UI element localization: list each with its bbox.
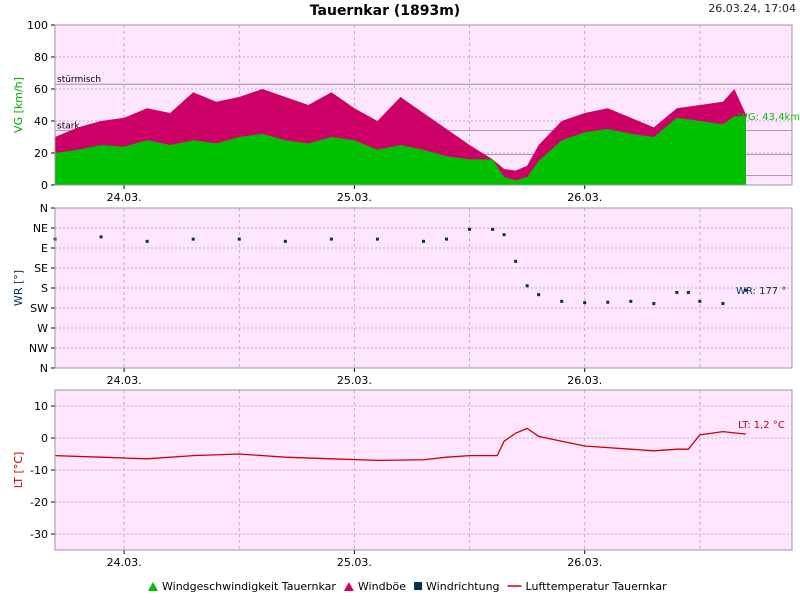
direction-point <box>675 290 679 294</box>
tick-label-x: 26.03. <box>567 556 602 569</box>
tick-label-y: 40 <box>34 115 48 128</box>
tick-label-x: 26.03. <box>567 191 602 204</box>
tick-label-y: 20 <box>34 147 48 160</box>
panel-frame <box>54 389 793 551</box>
direction-point <box>283 239 287 243</box>
direction-point <box>329 237 333 241</box>
chart-title: Tauernkar (1893m) <box>309 3 461 19</box>
legend-label: Windgeschwindigkeit Tauernkar <box>162 580 336 593</box>
chart-panel-1: 0 20 40 60 80 100 24.03. 25.03. 26.03. VG [km/h] s… <box>12 19 800 204</box>
direction-point <box>422 239 425 243</box>
tick-label-x: 24.03. <box>107 556 142 569</box>
tick-label-y: -20 <box>30 496 48 509</box>
direction-point <box>606 300 610 304</box>
legend-label: Lufttemperatur Tauernkar <box>526 580 668 593</box>
axis-label-y: VG [km/h] <box>12 77 25 133</box>
tick-label-y: 0 <box>41 179 48 192</box>
legend-marker <box>414 582 423 590</box>
timestamp: 26.03.24, 17:04 <box>708 2 796 15</box>
axis-label-y: LT [°C] <box>12 452 25 489</box>
direction-point <box>537 293 541 297</box>
direction-point <box>698 299 702 303</box>
direction-point <box>491 227 495 231</box>
current-value-label: WR: 177 ° <box>736 286 786 297</box>
direction-point <box>145 239 149 243</box>
direction-point <box>502 233 506 237</box>
tick-label-y: NW <box>29 342 48 355</box>
chart-panel-3: 10 0 -10 -20 -30 24.03. 25.03. 26.03. LT [°C] LT:… <box>12 389 793 569</box>
tick-label-y: W <box>37 322 48 335</box>
tick-label-y: 60 <box>34 83 48 96</box>
direction-point <box>191 237 195 241</box>
panel-frame <box>54 24 793 186</box>
legend: Windgeschwindigkeit Tauernkar Windböe Wind… <box>148 580 667 593</box>
direction-point <box>445 237 449 241</box>
direction-point <box>560 299 564 303</box>
zone-label: stürmisch <box>57 75 101 85</box>
direction-point <box>583 301 587 305</box>
tick-label-y: -30 <box>30 528 48 541</box>
direction-point <box>652 302 656 306</box>
direction-point <box>686 290 690 294</box>
direction-point <box>375 237 379 241</box>
direction-point <box>237 237 241 241</box>
tick-label-y: SE <box>34 262 48 275</box>
panel-frame <box>54 207 793 369</box>
tick-label-y: 0 <box>41 432 48 445</box>
direction-point <box>744 288 748 292</box>
legend-marker <box>148 582 158 591</box>
direction-point <box>525 284 529 288</box>
zone-label: stark <box>57 122 80 132</box>
legend-marker <box>343 582 354 591</box>
legend-label: Windböe <box>358 580 406 593</box>
tick-label-y: E <box>41 242 48 255</box>
tick-label-y: 100 <box>27 19 48 32</box>
axis-label-y: WR [°] <box>12 270 25 306</box>
current-value-label: WG: 43,4km/h <box>738 112 800 123</box>
direction-point <box>629 299 633 303</box>
direction-point <box>99 235 103 239</box>
tick-label-y: -10 <box>30 464 48 477</box>
legend-item: Lufttemperatur Tauernkar <box>507 580 668 593</box>
legend-item: Windgeschwindigkeit Tauernkar <box>148 580 336 593</box>
legend-item: Windrichtung <box>414 580 500 593</box>
legend-label: Windrichtung <box>426 580 499 593</box>
tick-label-y: S <box>41 282 48 295</box>
tick-label-y: N <box>40 362 48 375</box>
wind-speed-area <box>55 116 746 185</box>
tick-label-y: SW <box>30 302 48 315</box>
legend-item: Windböe <box>343 580 406 593</box>
direction-point <box>468 227 472 231</box>
current-value-label: LT: 1,2 °C <box>738 420 785 431</box>
tick-label-x: 26.03. <box>567 374 602 387</box>
tick-label-x: 25.03. <box>337 556 372 569</box>
tick-label-y: 10 <box>34 400 48 413</box>
tick-label-y: NE <box>33 222 48 235</box>
direction-point <box>721 302 725 306</box>
tick-label-y: 80 <box>34 51 48 64</box>
tick-label-x: 24.03. <box>107 191 142 204</box>
temperature-line <box>54 427 747 462</box>
tick-label-x: 24.03. <box>107 374 142 387</box>
chart-panel-2: N NE E SE S SW W NW N 24.03. 25.03. 26.03. WR [°] WR:… <box>12 202 793 387</box>
tick-label-x: 25.03. <box>337 191 372 204</box>
tick-label-x: 25.03. <box>337 374 372 387</box>
tick-label-y: N <box>40 202 48 215</box>
direction-point <box>514 259 518 263</box>
